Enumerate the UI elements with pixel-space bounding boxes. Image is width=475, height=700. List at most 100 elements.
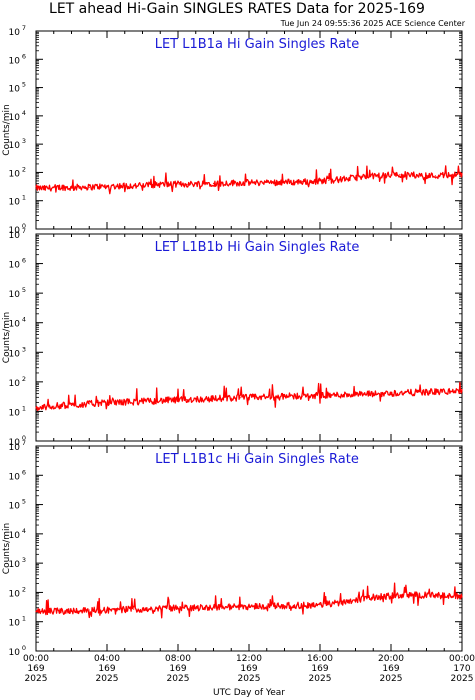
- y-tick-exponent: 0: [22, 644, 26, 652]
- data-point: [275, 396, 277, 398]
- data-point: [230, 397, 232, 399]
- data-point: [354, 177, 357, 179]
- y-tick-base: 10: [9, 502, 21, 512]
- y-tick-base: 10: [9, 231, 21, 241]
- data-point: [239, 397, 241, 399]
- y-tick-exponent: 4: [22, 316, 26, 324]
- data-point: [79, 186, 81, 188]
- data-point: [204, 606, 206, 608]
- y-tick-label: 10: [9, 320, 21, 330]
- panel-title: LET L1B1c Hi Gain Singles Rate: [155, 452, 359, 467]
- y-tick-label: 10: [9, 443, 21, 453]
- data-point: [452, 595, 454, 597]
- y-tick-label: 10: [9, 56, 21, 66]
- data-point: [186, 399, 188, 401]
- data-point: [292, 181, 294, 183]
- chart-panel-2: LET L1B1b Hi Gain Singles Rate Counts/min…: [2, 227, 463, 448]
- data-point: [399, 173, 401, 176]
- data-point: [186, 607, 188, 609]
- data-point: [124, 401, 126, 403]
- x-tick-label-year: 2025: [167, 674, 190, 684]
- data-point: [97, 402, 99, 404]
- y-tick-label: 10: [9, 589, 21, 599]
- data-point: [337, 394, 339, 396]
- x-tick-label-time: 16:00: [307, 654, 333, 664]
- data-point: [168, 184, 170, 186]
- y-tick-base: 10: [9, 472, 21, 482]
- data-point: [115, 401, 117, 404]
- y-tick-base: 10: [9, 648, 21, 658]
- x-tick-label-day: 170: [453, 664, 470, 674]
- data-point: [221, 606, 223, 608]
- data-point: [328, 394, 330, 396]
- data-point: [292, 395, 294, 397]
- y-tick-label: 10: [9, 379, 21, 389]
- data-point: [44, 187, 46, 190]
- y-tick-label: 10: [9, 349, 21, 359]
- data-point: [97, 609, 99, 611]
- data-point: [408, 392, 410, 394]
- y-tick-label: 10: [9, 231, 21, 241]
- y-tick-exponent: 4: [22, 109, 26, 117]
- data-point: [62, 404, 64, 406]
- x-tick-label-year: 2025: [238, 674, 261, 684]
- data-point: [292, 604, 294, 607]
- data-point: [53, 610, 55, 612]
- y-tick-base: 10: [9, 113, 21, 123]
- data-point: [133, 608, 135, 610]
- y-tick-base: 10: [9, 408, 21, 418]
- y-tick-label: 10: [9, 85, 21, 95]
- data-point: [390, 392, 392, 394]
- y-tick-exponent: 3: [22, 345, 26, 353]
- data-point: [79, 609, 81, 612]
- x-tick-label-year: 2025: [380, 674, 403, 684]
- data-point: [452, 174, 454, 176]
- data-point: [239, 182, 241, 184]
- data-point: [337, 602, 339, 604]
- y-tick-label: 10: [9, 560, 21, 570]
- y-tick-base: 10: [9, 443, 21, 453]
- data-point: [168, 607, 170, 609]
- y-tick-base: 10: [9, 349, 21, 359]
- x-tick-label-year: 2025: [451, 674, 474, 684]
- y-tick-base: 10: [9, 379, 21, 389]
- x-tick-label-day: 169: [98, 664, 115, 674]
- data-point: [399, 392, 401, 394]
- data-point: [212, 398, 215, 400]
- y-tick-exponent: 5: [22, 286, 26, 294]
- x-axis-label: UTC Day of Year: [213, 688, 285, 698]
- y-tick-base: 10: [9, 320, 21, 330]
- y-tick-label: 10: [9, 141, 21, 151]
- x-tick-label-year: 2025: [25, 674, 48, 684]
- data-point: [186, 183, 188, 185]
- y-tick-label: 10: [9, 531, 21, 541]
- data-point: [115, 608, 117, 611]
- data-point: [319, 394, 321, 396]
- data-point: [417, 174, 419, 176]
- y-tick-label: 10: [9, 502, 21, 512]
- data-point: [417, 594, 419, 596]
- data-point: [346, 394, 348, 396]
- data-point: [35, 611, 37, 613]
- data-point: [106, 402, 108, 404]
- data-point: [53, 187, 55, 189]
- data-point: [381, 393, 383, 395]
- y-tick-label: 10: [9, 28, 21, 38]
- y-tick-exponent: 1: [22, 615, 26, 623]
- data-point: [204, 398, 206, 400]
- series-line: [35, 381, 463, 412]
- data-point: [363, 393, 365, 395]
- plot-frame: [35, 445, 463, 652]
- data-point: [434, 594, 436, 597]
- panel-title: LET L1B1b Hi Gain Singles Rate: [155, 240, 360, 255]
- data-point: [310, 604, 312, 606]
- data-point: [177, 607, 179, 609]
- data-point: [70, 404, 73, 406]
- data-point: [372, 596, 374, 598]
- data-point: [195, 607, 197, 609]
- y-tick-label: 10: [9, 472, 21, 482]
- y-axis-label: Counts/min: [2, 312, 12, 363]
- data-point: [141, 184, 144, 186]
- x-tick-label-day: 169: [382, 664, 399, 674]
- y-tick-label: 10: [9, 408, 21, 418]
